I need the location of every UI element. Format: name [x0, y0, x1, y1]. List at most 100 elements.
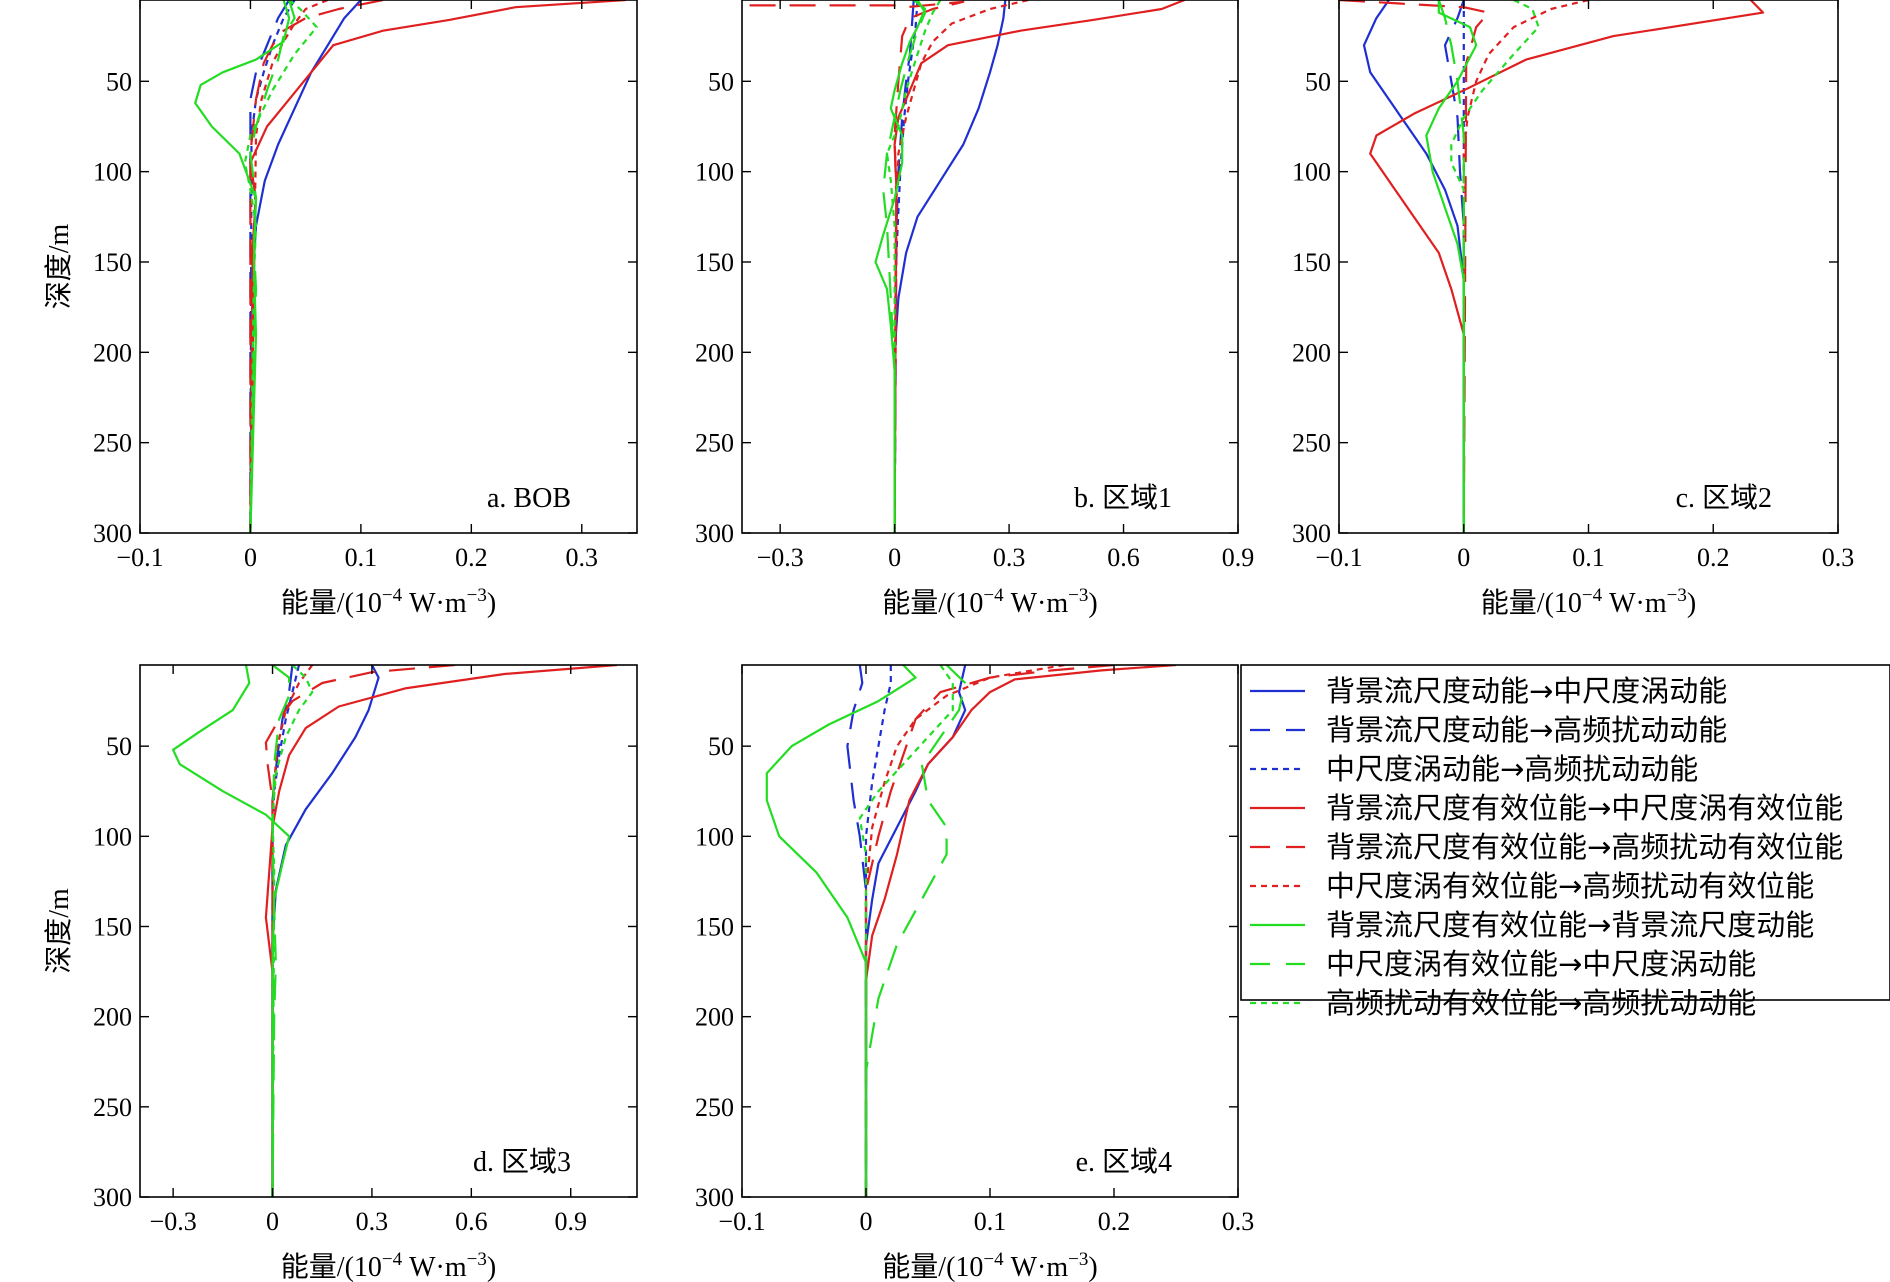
series-line-7	[1425, 0, 1478, 533]
x-tick-label: 0.2	[1098, 1207, 1131, 1236]
series-line-1	[893, 0, 1007, 533]
series-line-4	[264, 665, 618, 1197]
legend-label: 背景流尺度有效位能→中尺度涡有效位能	[1326, 791, 1843, 825]
panel-3: −0.1 0 0.1 0.2 0.3 50 100 150 200 250 300 c. 区域2 能量/…	[1292, 0, 1854, 619]
legend-frame	[1240, 664, 1890, 1001]
y-tick-label: 300	[93, 1183, 132, 1212]
series-line-9	[1450, 0, 1540, 533]
legend-label: 背景流尺度动能→中尺度涡动能	[1326, 674, 1727, 708]
x-tick-label: −0.3	[757, 543, 804, 572]
x-tick-label: 0.9	[1222, 543, 1255, 572]
series-line-6	[249, 0, 329, 533]
axes-frame	[139, 0, 638, 534]
legend-label: 中尺度涡动能→高频扰动动能	[1326, 752, 1698, 786]
legend-item-6: 中尺度涡有效位能→高频扰动有效位能	[1250, 869, 1814, 903]
series-line-9	[243, 0, 318, 533]
y-axis-label: 深度/m	[43, 224, 75, 310]
x-tick-label: 0.3	[1822, 543, 1855, 572]
series-line-3	[271, 665, 301, 1197]
legend-label: 高频扰动有效位能→高频扰动动能	[1326, 986, 1756, 1020]
y-tick-label: 250	[695, 1093, 734, 1122]
panel-label: b. 区域1	[1074, 482, 1172, 514]
axes-frame	[741, 664, 1239, 1198]
series-line-7	[765, 665, 917, 1197]
series-line-6	[864, 665, 1065, 1197]
series-line-3	[249, 0, 296, 533]
series-line-5	[264, 665, 455, 1197]
y-tick-label: 250	[695, 429, 734, 458]
y-tick-label: 250	[93, 429, 132, 458]
x-tick-label: 0.2	[1697, 543, 1730, 572]
legend-item-7: 背景流尺度有效位能→背景流尺度动能	[1250, 908, 1814, 942]
y-tick-label: 150	[93, 912, 132, 941]
series-lines	[1339, 0, 1765, 533]
series-line-3	[864, 665, 892, 1197]
y-tick-label: 200	[695, 338, 734, 367]
y-tick-label: 250	[93, 1093, 132, 1122]
y-tick-label: 50	[708, 67, 734, 96]
legend-label: 中尺度涡有效位能→高频扰动有效位能	[1326, 869, 1814, 903]
x-axis-label: 能量/(10−4 W·m−3)	[281, 1249, 496, 1282]
y-tick-label: 100	[1292, 158, 1331, 187]
legend-item-2: 背景流尺度动能→高频扰动动能	[1250, 713, 1727, 747]
legend-item-4: 背景流尺度有效位能→中尺度涡有效位能	[1250, 791, 1843, 825]
y-tick-label: 100	[695, 158, 734, 187]
x-tick-label: 0	[860, 1207, 873, 1236]
series-line-4	[1369, 0, 1765, 533]
series-line-1	[271, 665, 380, 1197]
series-line-7	[194, 0, 291, 533]
x-tick-label: 0.6	[1107, 543, 1140, 572]
y-tick-label: 250	[1292, 429, 1331, 458]
legend-label: 中尺度涡有效位能→中尺度涡动能	[1326, 947, 1756, 981]
x-tick-label: −0.1	[718, 1207, 765, 1236]
x-tick-label: 0.1	[1572, 543, 1605, 572]
y-tick-label: 150	[695, 248, 734, 277]
x-tick-label: 0	[1457, 543, 1470, 572]
legend-label: 背景流尺度动能→高频扰动动能	[1326, 713, 1727, 747]
y-tick-label: 300	[695, 519, 734, 548]
y-tick-label: 150	[1292, 248, 1331, 277]
y-tick-label: 100	[93, 158, 132, 187]
y-tick-label: 300	[93, 519, 132, 548]
panel-label: e. 区域4	[1076, 1146, 1172, 1178]
x-tick-label: 0.3	[1222, 1207, 1255, 1236]
series-line-4	[893, 0, 1186, 533]
panel-label: a. BOB	[487, 483, 571, 514]
y-axis-label: 深度/m	[43, 888, 75, 974]
series-line-3	[893, 0, 919, 533]
y-tick-label: 50	[106, 732, 132, 761]
x-tick-label: −0.3	[150, 1207, 197, 1236]
x-tick-label: 0.6	[455, 1207, 488, 1236]
y-tick-label: 150	[695, 912, 734, 941]
series-lines	[765, 665, 1177, 1197]
series-line-8	[271, 665, 291, 1197]
series-line-7	[874, 0, 927, 533]
panel-2: −0.3 0 0.3 0.6 0.9 50 100 150 200 250 300 b. 区域1 能量/…	[695, 0, 1254, 619]
panel-5: −0.1 0 0.1 0.2 0.3 50 100 150 200 250 300 e. 区域4 能量/…	[695, 664, 1255, 1282]
y-tick-label: 200	[1292, 338, 1331, 367]
legend-item-5: 背景流尺度有效位能→高频扰动有效位能	[1250, 830, 1843, 864]
series-line-9	[885, 0, 942, 533]
series-lines	[172, 665, 618, 1197]
x-tick-label: 0.3	[566, 543, 599, 572]
series-line-5	[864, 665, 1115, 1197]
series-lines	[749, 0, 1186, 533]
legend: 背景流尺度动能→中尺度涡动能背景流尺度动能→高频扰动动能中尺度涡动能→高频扰动动…	[1240, 664, 1890, 1020]
y-tick-label: 50	[106, 67, 132, 96]
y-tick-label: 200	[93, 1003, 132, 1032]
y-tick-label: 300	[1292, 519, 1331, 548]
x-axis-label: 能量/(10−4 W·m−3)	[1481, 585, 1696, 619]
x-tick-label: 0	[266, 1207, 279, 1236]
panel-1: −0.1 0 0.1 0.2 0.3 50 100 150 200 250 300 a. BOB 能量/…	[43, 0, 638, 619]
y-tick-label: 100	[695, 822, 734, 851]
x-tick-label: 0	[244, 543, 257, 572]
series-line-8	[249, 0, 296, 533]
axes-frame	[1338, 0, 1839, 534]
series-line-6	[893, 0, 1029, 533]
series-line-8	[882, 0, 927, 533]
x-tick-label: 0.2	[455, 543, 488, 572]
series-line-9	[858, 665, 954, 1197]
x-tick-label: 0.3	[356, 1207, 389, 1236]
panel-label: c. 区域2	[1676, 482, 1772, 514]
x-tick-label: 0.9	[554, 1207, 587, 1236]
